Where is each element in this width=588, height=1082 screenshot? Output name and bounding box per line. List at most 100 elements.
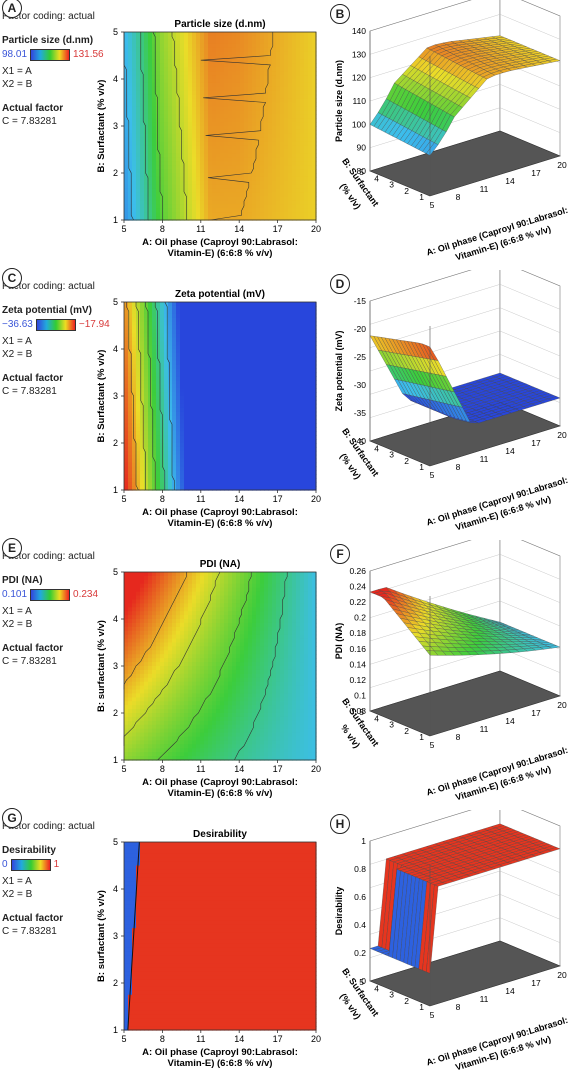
contour-cell xyxy=(136,86,141,92)
contour-cell xyxy=(232,333,237,338)
contour-cell xyxy=(180,114,185,119)
contour-cell xyxy=(312,384,317,389)
contour-cell xyxy=(308,212,313,217)
contour-cell xyxy=(276,349,281,354)
contour-cell xyxy=(224,165,229,170)
contour-cell xyxy=(168,333,173,338)
contour-cell xyxy=(204,165,209,170)
contour-cell xyxy=(300,403,305,409)
contour-cell xyxy=(172,431,177,436)
contour-cell xyxy=(188,443,193,448)
contour-cell xyxy=(124,399,129,405)
contour-cell xyxy=(212,309,217,315)
contour-cell xyxy=(200,110,205,115)
contour-cell xyxy=(136,126,141,131)
contour-cell xyxy=(268,110,273,115)
contour-cell xyxy=(132,419,137,425)
contour-cell xyxy=(200,364,205,370)
contour-cell xyxy=(152,384,157,389)
contour-cell xyxy=(228,176,233,182)
contour-cell xyxy=(172,79,177,84)
contour-cell xyxy=(252,450,257,456)
contour-cell xyxy=(264,188,269,194)
contour-cell xyxy=(284,356,289,362)
contour-cell xyxy=(256,98,261,104)
contour-cell xyxy=(272,208,277,213)
contour-cell xyxy=(240,200,245,205)
contour-cell xyxy=(296,384,301,389)
contour-cell xyxy=(288,165,293,170)
contour-cell xyxy=(188,392,193,397)
contour-cell xyxy=(196,333,201,338)
contour-cell xyxy=(264,157,269,162)
contour-cell xyxy=(260,196,265,202)
contour-cell xyxy=(292,94,297,100)
contour-cell xyxy=(152,302,157,307)
contour-cell xyxy=(192,86,197,92)
contour-cell xyxy=(284,368,289,374)
contour-cell xyxy=(168,184,173,190)
contour-cell xyxy=(260,79,265,84)
contour-cell xyxy=(216,169,221,174)
contour-cell xyxy=(308,399,313,405)
contour-cell xyxy=(140,71,145,76)
contour-cell xyxy=(292,431,297,436)
contour-cell xyxy=(204,384,209,389)
z-tick-label: 130 xyxy=(352,49,366,59)
contour-cell xyxy=(248,102,253,108)
contour-cell xyxy=(276,376,281,381)
contour-cell xyxy=(188,90,193,96)
contour-cell xyxy=(128,126,133,131)
contour-cell xyxy=(128,388,133,393)
factor-legend: Factor coding: actual Particle size (d.nm… xyxy=(2,10,118,128)
contour-cell xyxy=(188,137,193,143)
contour-cell xyxy=(308,305,313,311)
contour-cell xyxy=(164,137,169,143)
contour-cell xyxy=(232,32,237,37)
contour-cell xyxy=(148,114,153,119)
contour-cell xyxy=(204,75,209,80)
contour-cell xyxy=(216,141,221,147)
contour-cell xyxy=(288,474,293,479)
contour-cell xyxy=(232,98,237,104)
contour-cell xyxy=(160,184,165,190)
contour-cell xyxy=(184,188,189,194)
contour-cell xyxy=(160,82,165,88)
contour-cell xyxy=(204,86,209,92)
contour-cell xyxy=(228,192,233,198)
contour-cell xyxy=(268,180,273,186)
contour-cell xyxy=(228,208,233,213)
contour-cell xyxy=(152,192,157,198)
x-tick-label: 14 xyxy=(234,224,244,234)
contour-cell xyxy=(160,309,165,315)
contour-cell xyxy=(148,98,153,104)
contour-cell xyxy=(296,126,301,131)
contour-cell xyxy=(248,458,253,464)
contour-cell xyxy=(240,443,245,448)
contour-cell xyxy=(224,415,229,421)
contour-cell xyxy=(208,196,213,202)
contour-cell xyxy=(236,114,241,119)
contour-cell xyxy=(284,208,289,213)
contour-cell xyxy=(292,173,297,178)
contour-cell xyxy=(308,470,313,475)
contour-cell xyxy=(256,309,261,315)
contour-cell xyxy=(256,325,261,331)
contour-cell xyxy=(280,204,285,209)
contour-cell xyxy=(292,122,297,127)
contour-cell xyxy=(168,372,173,378)
contour-cell xyxy=(244,376,249,381)
contour-cell xyxy=(244,204,249,209)
contour-cell xyxy=(292,176,297,182)
contour-cell xyxy=(264,439,269,444)
contour-cell xyxy=(172,165,177,170)
contour-cell xyxy=(296,55,301,61)
contour-cell xyxy=(304,153,309,158)
contour-cell xyxy=(208,149,213,155)
contour-cell xyxy=(308,454,313,460)
contour-cell xyxy=(256,321,261,327)
contour-cell xyxy=(204,129,209,135)
contour-cell xyxy=(156,129,161,135)
contour-cell xyxy=(244,329,249,334)
contour-cell xyxy=(268,399,273,405)
